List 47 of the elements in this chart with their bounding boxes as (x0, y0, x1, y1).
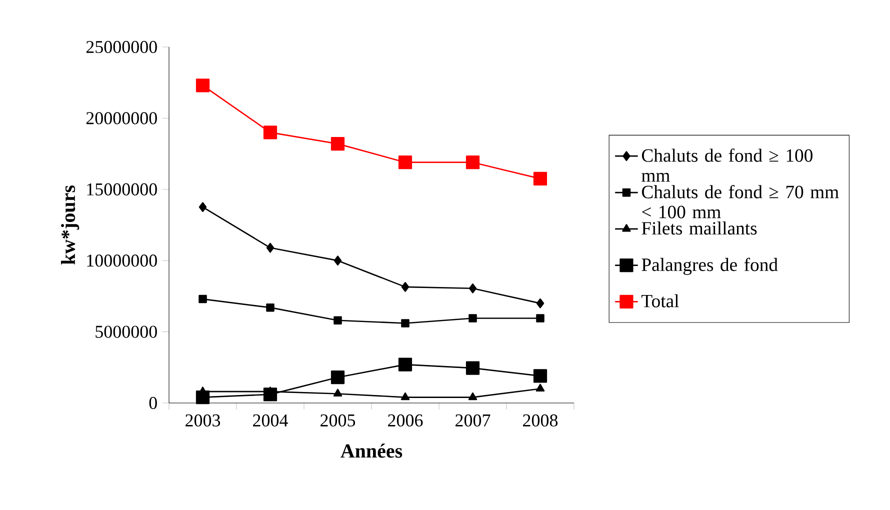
point (401, 319, 410, 328)
point (263, 388, 278, 402)
point (398, 358, 412, 372)
point (266, 303, 274, 312)
y-tick-label: 10000000 (87, 254, 157, 267)
point (196, 390, 210, 404)
point (468, 392, 478, 400)
x-tick-label: 2008 (523, 414, 558, 427)
point (468, 283, 477, 294)
point (468, 314, 477, 322)
x-tick-label: 2006 (388, 414, 423, 427)
point (533, 172, 548, 186)
point (536, 384, 545, 392)
point (196, 78, 210, 92)
point (334, 316, 342, 325)
point (198, 202, 207, 212)
y-axis-title: kw*jours (61, 185, 80, 264)
point (330, 137, 345, 151)
point (334, 256, 342, 266)
point (536, 298, 544, 308)
x-tick-label: 2004 (253, 414, 288, 427)
point (198, 294, 207, 304)
x-tick-label: 2007 (456, 414, 490, 427)
point (466, 361, 480, 375)
x-axis-title: Années (340, 444, 402, 458)
point (533, 369, 548, 383)
point (400, 392, 410, 400)
point (333, 388, 342, 397)
point (398, 156, 412, 170)
y-tick-label: 20000000 (86, 112, 157, 124)
point (466, 156, 480, 170)
legend-label: Palangres de fond (642, 258, 778, 275)
y-tick-label: 25000000 (86, 40, 157, 54)
legend-label: Total (642, 294, 679, 308)
y-tick-label: 5000000 (96, 326, 157, 338)
legend-label: Chaluts de fond ≥ 100 mm (642, 148, 812, 182)
point (536, 314, 544, 322)
point (266, 242, 274, 253)
x-tick-label: 2003 (186, 414, 220, 427)
y-tick-label: 15000000 (87, 183, 157, 196)
legend-label: Filets maillants (642, 221, 757, 235)
legend-label: Chaluts de fond ≥ 70 mm < 100 mm (642, 184, 839, 218)
point (263, 126, 278, 140)
point (330, 370, 345, 384)
point (401, 282, 410, 292)
y-tick-label: 0 (149, 396, 157, 410)
x-tick-label: 2005 (320, 414, 356, 427)
